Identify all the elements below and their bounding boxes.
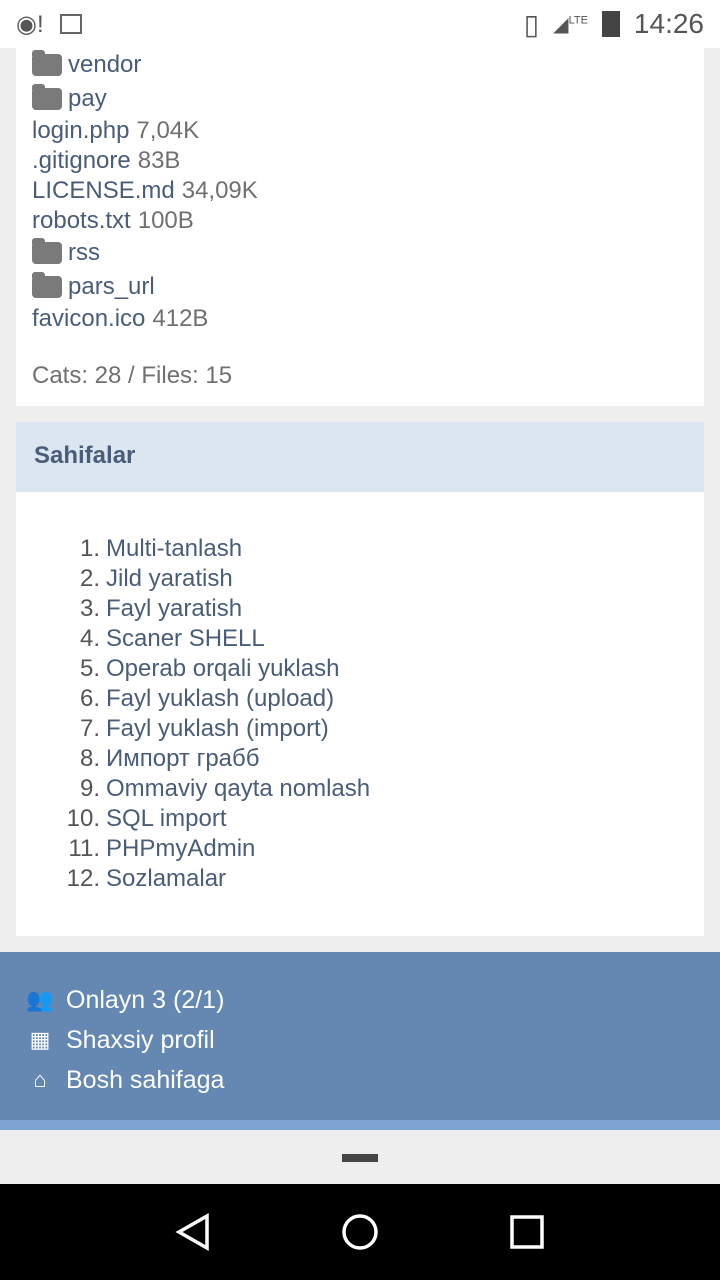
file-item[interactable]: .gitignore 83B [32,146,688,176]
list-number: 6. [79,685,100,712]
navigation-bar [0,1184,720,1280]
list-number: 1. [79,535,100,562]
footer: 👥 Onlayn 3 (2/1) ▦ Shaxsiy profil ⌂ Bosh sahi… [0,952,720,1120]
recents-icon[interactable] [507,1212,547,1252]
folder-item[interactable]: pars_url [32,270,688,304]
list-number: 8. [79,745,100,772]
list-number: 3. [79,595,100,622]
pages-list: 1. Multi-tanlash 2. Jild yaratish 3. Fayl yar… [16,534,704,894]
item-name[interactable]: vendor [68,51,142,78]
footer-stripe [0,1120,720,1130]
image-icon [59,14,82,34]
page-link-label[interactable]: Jild yaratish [106,565,233,592]
item-name[interactable]: rss [68,239,100,266]
file-item[interactable]: login.php 7,04K [32,116,688,146]
page-link[interactable]: 4. Scaner SHELL [16,624,704,654]
folder-icon [32,272,62,298]
list-number: 10. [66,805,100,832]
page-link-label[interactable]: SQL import [106,805,227,832]
file-size: 412B [152,305,209,332]
folder-icon [32,50,62,76]
item-name[interactable]: .gitignore [32,147,131,174]
item-name[interactable]: pay [68,85,107,112]
file-list-card: vendor pay login.php 7,04K .gitignore 83B LICE… [16,48,704,406]
counter-badge [342,1154,378,1162]
status-bar: ◉! ▯ ◢LTE 14:26 [0,0,720,48]
file-size: 7,04K [136,117,200,144]
footer-link[interactable]: 👥 Onlayn 3 (2/1) [0,980,720,1020]
file-stats: Cats: 28 / Files: 15 [32,362,233,389]
page-link[interactable]: 10. SQL import [16,804,704,834]
item-name[interactable]: pars_url [68,273,155,300]
item-name[interactable]: login.php [32,117,130,144]
footer-link-label[interactable]: Onlayn 3 (2/1) [66,985,225,1014]
item-name[interactable]: favicon.ico [32,305,146,332]
file-size: 100B [137,207,194,234]
list-number: 4. [79,625,100,652]
folder-icon [32,238,62,264]
footer-link-label[interactable]: Shaxsiy profil [66,1025,215,1054]
grid-icon: ▦ [29,1027,51,1052]
file-item[interactable]: LICENSE.md 34,09K [32,176,688,206]
back-icon[interactable] [173,1212,213,1252]
list-number: 2. [79,565,100,592]
list-number: 5. [79,655,100,682]
home-nav-icon[interactable] [340,1212,380,1252]
folder-icon [32,84,62,110]
pages-card: 1. Multi-tanlash 2. Jild yaratish 3. Fayl yar… [16,492,704,936]
item-name[interactable]: robots.txt [32,207,131,234]
footer-link[interactable]: ⌂ Bosh sahifaga [0,1060,720,1100]
page-link-label[interactable]: Fayl yuklash (import) [106,715,329,742]
page-link[interactable]: 8. Импорт грабб [16,744,704,774]
page-link-label[interactable]: PHPmyAdmin [106,835,256,862]
page-link-label[interactable]: Fayl yaratish [106,595,243,622]
file-item[interactable]: robots.txt 100B [32,206,688,236]
file-item[interactable]: favicon.ico 412B [32,304,688,334]
page-link-label[interactable]: Fayl yuklash (upload) [106,685,335,712]
footer-link[interactable]: ▦ Shaxsiy profil [0,1020,720,1060]
users-icon: 👥 [26,987,54,1012]
page-link-label[interactable]: Ommaviy qayta nomlash [106,775,371,802]
page-link[interactable]: 3. Fayl yaratish [16,594,704,624]
page-link[interactable]: 9. Ommaviy qayta nomlash [16,774,704,804]
vibrate-icon: ▯ [523,8,540,40]
pages-header: Sahifalar [16,422,704,492]
list-number: 11. [68,835,100,862]
page-link-label[interactable]: Sozlamalar [106,865,227,892]
page-link-label[interactable]: Импорт грабб [106,745,260,772]
list-number: 7. [79,715,100,742]
folder-item[interactable]: pay [32,82,688,116]
signal-icon: ◢LTE [553,13,588,36]
page-link-label[interactable]: Operab orqali yuklash [106,655,340,682]
page-link[interactable]: 1. Multi-tanlash [16,534,704,564]
file-size: 83B [137,147,181,174]
page-link[interactable]: 11. PHPmyAdmin [16,834,704,864]
list-number: 12. [66,865,100,892]
home-icon: ⌂ [33,1067,47,1092]
list-number: 9. [79,775,100,802]
page-link[interactable]: 12. Sozlamalar [16,864,704,894]
battery-charging-icon [601,11,620,37]
page-link[interactable]: 7. Fayl yuklash (import) [16,714,704,744]
page-link[interactable]: 5. Operab orqali yuklash [16,654,704,684]
disc-icon: ◉! [16,10,44,38]
footer-link-label[interactable]: Bosh sahifaga [66,1065,225,1094]
folder-item[interactable]: rss [32,236,688,270]
file-list: vendor pay login.php 7,04K .gitignore 83B LICE… [32,48,688,334]
clock: 14:26 [633,8,704,39]
page-link-label[interactable]: Multi-tanlash [106,535,243,562]
page-link-label[interactable]: Scaner SHELL [106,625,265,652]
page-link[interactable]: 2. Jild yaratish [16,564,704,594]
folder-item[interactable]: vendor [32,48,688,82]
page-link[interactable]: 6. Fayl yuklash (upload) [16,684,704,714]
file-size: 34,09K [181,177,258,204]
item-name[interactable]: LICENSE.md [32,177,175,204]
